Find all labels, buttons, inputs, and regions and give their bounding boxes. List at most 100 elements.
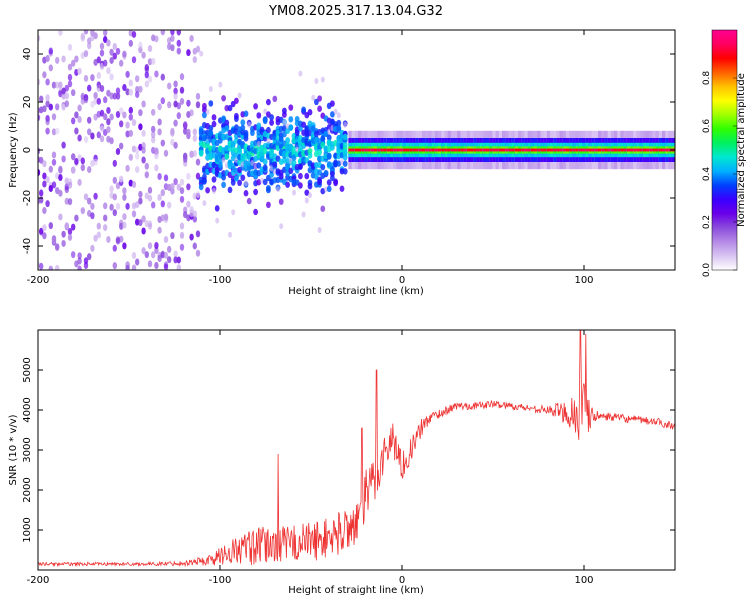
heatmap-cell bbox=[109, 73, 114, 81]
snr-x-label: Height of straight line (km) bbox=[288, 585, 424, 596]
heatmap-cell bbox=[320, 76, 325, 83]
heatmap-cell bbox=[103, 224, 108, 232]
heatmap-cell bbox=[135, 201, 140, 209]
heatmap-cell bbox=[243, 110, 249, 117]
heatmap-cell bbox=[285, 137, 290, 144]
heatmap-cell bbox=[354, 148, 359, 152]
heatmap-cell bbox=[93, 97, 98, 105]
heatmap-cell bbox=[74, 158, 79, 166]
heatmap-cell bbox=[99, 49, 105, 57]
heatmap-cell bbox=[320, 135, 326, 142]
heatmap-cell bbox=[301, 106, 306, 113]
heatmap-cell bbox=[109, 48, 114, 56]
y-tick-label: 20 bbox=[22, 96, 33, 109]
heatmap-cell bbox=[106, 235, 111, 243]
colorbar-tick-label: 0.8 bbox=[702, 71, 712, 86]
heatmap-cell bbox=[141, 51, 146, 59]
heatmap-cell bbox=[307, 152, 313, 159]
heatmap-cell bbox=[38, 78, 41, 86]
heatmap-cell bbox=[457, 148, 461, 152]
snr-line bbox=[38, 330, 675, 568]
heatmap-cell bbox=[272, 95, 278, 103]
heatmap-cell bbox=[221, 181, 227, 189]
heatmap-cell bbox=[266, 186, 271, 194]
heatmap-cell bbox=[112, 42, 118, 50]
heatmap-cell bbox=[342, 154, 348, 161]
heatmap-cell bbox=[317, 105, 322, 112]
heatmap-cell bbox=[311, 94, 316, 101]
heatmap-cell bbox=[90, 202, 95, 210]
heatmap-cell bbox=[195, 172, 201, 180]
heatmap-cell bbox=[553, 148, 557, 152]
heatmap-cell bbox=[83, 30, 89, 35]
heatmap-cell bbox=[441, 148, 445, 152]
heatmap-cell bbox=[364, 148, 368, 152]
heatmap-cell bbox=[348, 148, 352, 152]
heatmap-cell bbox=[45, 118, 50, 126]
snr-series bbox=[38, 330, 675, 568]
figure-title: YM08.2025.317.13.04.G32 bbox=[268, 4, 443, 19]
heatmap-cell bbox=[42, 232, 47, 240]
heatmap-cell bbox=[151, 201, 156, 209]
heatmap-cell bbox=[591, 148, 596, 152]
heatmap-cell bbox=[151, 136, 156, 144]
heatmap-cell bbox=[106, 106, 111, 114]
heatmap-cell bbox=[87, 166, 92, 174]
heatmap-cell bbox=[556, 148, 560, 152]
heatmap-cell bbox=[224, 119, 230, 127]
heatmap-cell bbox=[543, 148, 548, 152]
heatmap-cell bbox=[67, 80, 73, 88]
heatmap-cell bbox=[45, 54, 50, 62]
heatmap-cell bbox=[370, 148, 375, 152]
heatmap-cell bbox=[151, 57, 156, 65]
heatmap-cell bbox=[77, 265, 82, 270]
heatmap-cell bbox=[96, 71, 102, 79]
heatmap-cell bbox=[141, 100, 146, 108]
spectrogram-x-axis: -200 -100 0 100 bbox=[27, 30, 594, 286]
heatmap-cell bbox=[266, 126, 271, 134]
heatmap-cell bbox=[173, 178, 178, 186]
heatmap-cell bbox=[317, 95, 322, 102]
heatmap-cell bbox=[157, 103, 162, 111]
heatmap-cell bbox=[93, 158, 98, 166]
heatmap-cell bbox=[93, 113, 98, 121]
heatmap-cell bbox=[157, 255, 162, 263]
heatmap-cell bbox=[323, 130, 329, 137]
heatmap-cell bbox=[199, 50, 204, 57]
heatmap-cell bbox=[115, 87, 121, 95]
heatmap-cell bbox=[614, 148, 618, 152]
heatmap-cell bbox=[103, 30, 108, 37]
heatmap-cell bbox=[652, 148, 656, 152]
heatmap-cell bbox=[498, 148, 503, 152]
heatmap-cell bbox=[87, 116, 92, 124]
x-tick-label: 0 bbox=[399, 575, 405, 586]
heatmap-cell bbox=[317, 169, 322, 176]
heatmap-cell bbox=[135, 152, 140, 160]
heatmap-cell bbox=[51, 181, 57, 189]
heatmap-cell bbox=[147, 186, 153, 194]
heatmap-cell bbox=[330, 111, 335, 118]
heatmap-cell bbox=[154, 242, 159, 250]
heatmap-cell bbox=[42, 180, 47, 188]
heatmap-cell bbox=[266, 201, 271, 209]
heatmap-cell bbox=[128, 106, 133, 114]
heatmap-cell bbox=[279, 223, 284, 230]
heatmap-cell bbox=[336, 112, 341, 119]
heatmap-cell bbox=[546, 148, 551, 152]
heatmap-cell bbox=[112, 52, 118, 60]
heatmap-cell bbox=[103, 59, 108, 67]
colorbar-ticks: 0.0 0.2 0.4 0.6 0.8 bbox=[702, 71, 737, 277]
heatmap-cell bbox=[147, 242, 153, 250]
heatmap-cell bbox=[67, 43, 73, 51]
heatmap-cell bbox=[144, 80, 149, 88]
heatmap-cell bbox=[291, 154, 297, 161]
heatmap-cell bbox=[64, 222, 70, 230]
y-tick-label: 5000 bbox=[22, 357, 33, 382]
heatmap-cell bbox=[234, 175, 239, 182]
heatmap-cell bbox=[112, 244, 118, 252]
heatmap-cell bbox=[540, 148, 544, 152]
heatmap-cell bbox=[154, 152, 159, 160]
heatmap-cell bbox=[269, 119, 274, 126]
heatmap-cell bbox=[135, 218, 140, 226]
